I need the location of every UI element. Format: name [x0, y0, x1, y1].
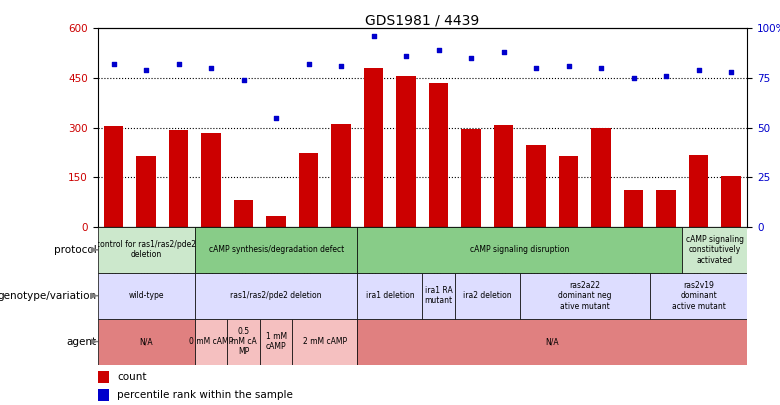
Point — [367, 33, 380, 40]
Bar — [228, 319, 260, 364]
Text: cAMP signaling disruption: cAMP signaling disruption — [470, 245, 569, 254]
Text: cAMP synthesis/degradation defect: cAMP synthesis/degradation defect — [208, 245, 344, 254]
Bar — [299, 153, 318, 227]
Bar — [195, 227, 357, 273]
Text: genotype/variation: genotype/variation — [0, 291, 97, 301]
Bar — [364, 68, 384, 227]
Text: ira1 RA
mutant: ira1 RA mutant — [424, 286, 452, 305]
Point — [562, 63, 575, 69]
Text: ras2v19
dominant
active mutant: ras2v19 dominant active mutant — [672, 281, 725, 311]
Bar — [98, 319, 195, 364]
Bar — [201, 132, 221, 227]
Point — [237, 77, 250, 83]
Bar — [455, 273, 519, 319]
Point — [725, 69, 737, 75]
Bar — [461, 128, 480, 227]
Point — [595, 65, 608, 71]
Bar — [656, 190, 675, 227]
Bar — [267, 216, 286, 227]
Bar — [689, 155, 708, 227]
Text: 0 mM cAMP: 0 mM cAMP — [189, 337, 233, 346]
Text: wild-type: wild-type — [129, 291, 164, 300]
Bar — [260, 319, 292, 364]
Point — [400, 53, 413, 60]
Bar — [682, 227, 747, 273]
Point — [432, 47, 445, 53]
Title: GDS1981 / 4439: GDS1981 / 4439 — [365, 13, 480, 27]
Bar — [104, 126, 123, 227]
Bar — [195, 319, 228, 364]
Bar — [396, 76, 416, 227]
Text: cAMP signaling
constitutively
activated: cAMP signaling constitutively activated — [686, 235, 744, 264]
Point — [270, 114, 282, 121]
Point — [108, 61, 120, 67]
Point — [530, 65, 542, 71]
Text: percentile rank within the sample: percentile rank within the sample — [117, 390, 292, 400]
Text: ras2a22
dominant neg
ative mutant: ras2a22 dominant neg ative mutant — [558, 281, 612, 311]
Text: protocol: protocol — [54, 245, 97, 255]
Point — [498, 49, 510, 55]
Bar — [519, 273, 650, 319]
Text: control for ras1/ras2/pde2
deletion: control for ras1/ras2/pde2 deletion — [96, 240, 197, 260]
Bar — [624, 190, 643, 227]
Bar — [98, 227, 195, 273]
Bar — [98, 389, 109, 401]
Bar — [429, 83, 448, 227]
Point — [303, 61, 315, 67]
Bar — [98, 371, 109, 383]
Text: ras1/ras2/pde2 deletion: ras1/ras2/pde2 deletion — [230, 291, 322, 300]
Bar — [292, 319, 357, 364]
Bar — [332, 124, 351, 227]
Bar — [357, 319, 747, 364]
Bar — [591, 128, 611, 227]
Bar — [234, 200, 254, 227]
Text: ira2 deletion: ira2 deletion — [463, 291, 512, 300]
Point — [660, 73, 672, 79]
Text: count: count — [117, 372, 147, 382]
Bar — [136, 156, 156, 227]
Text: 2 mM cAMP: 2 mM cAMP — [303, 337, 347, 346]
Bar — [558, 156, 578, 227]
Text: N/A: N/A — [140, 337, 153, 346]
Text: 0.5
mM cA
MP: 0.5 mM cA MP — [231, 327, 257, 356]
Point — [693, 67, 705, 73]
Text: agent: agent — [67, 337, 97, 347]
Bar — [494, 125, 513, 227]
Point — [172, 61, 185, 67]
Bar — [195, 273, 357, 319]
Text: N/A: N/A — [545, 337, 559, 346]
Point — [205, 65, 218, 71]
Point — [465, 55, 477, 61]
Bar — [526, 145, 546, 227]
Text: 1 mM
cAMP: 1 mM cAMP — [266, 332, 287, 351]
Bar — [98, 273, 195, 319]
Bar — [357, 273, 423, 319]
Point — [335, 63, 347, 69]
Point — [140, 67, 152, 73]
Point — [627, 75, 640, 81]
Bar — [650, 273, 747, 319]
Bar — [357, 227, 682, 273]
Bar — [722, 175, 741, 227]
Bar — [169, 130, 189, 227]
Bar — [423, 273, 455, 319]
Text: ira1 deletion: ira1 deletion — [366, 291, 414, 300]
